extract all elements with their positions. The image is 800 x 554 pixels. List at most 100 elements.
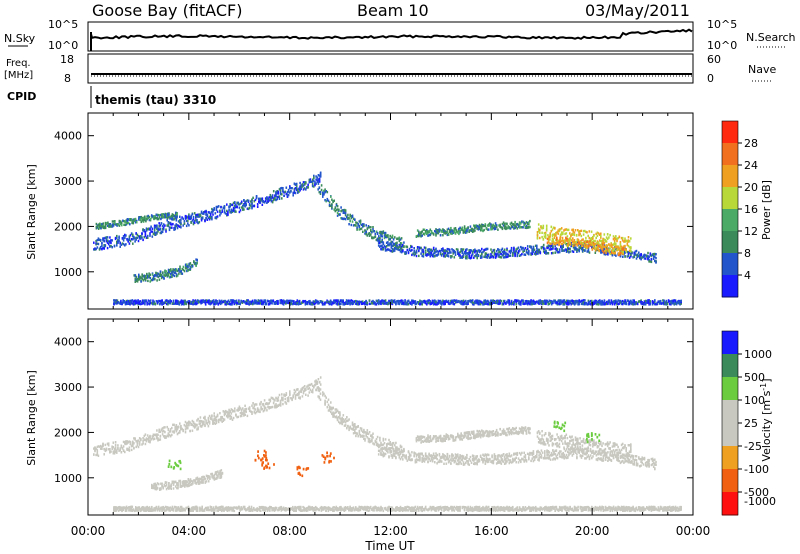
power-band-0-cell <box>308 178 311 182</box>
power-band-8-cell <box>182 302 184 306</box>
power-band-8-cell <box>622 299 624 303</box>
power-band-3-cell <box>649 260 652 263</box>
power-band-8-cell <box>300 302 302 305</box>
power-band-3-cell <box>474 251 476 254</box>
power-band-8-cell <box>311 302 313 305</box>
power-band-0-cell <box>277 195 280 198</box>
power-band-2-cell <box>351 215 354 218</box>
power-band-2-cell <box>375 230 378 233</box>
power-band-4-cell <box>487 228 490 231</box>
power-band-8-cell <box>444 300 446 303</box>
power-band-8-cell <box>377 299 380 302</box>
power-band-8-cell <box>414 300 417 303</box>
power-band-8-cell <box>603 301 606 305</box>
power-band-6-cell <box>589 240 591 243</box>
power-band-0-cell <box>236 201 238 204</box>
power-band-3-cell <box>400 251 403 254</box>
power-band-5-cell <box>602 241 604 245</box>
power-band-4-cell <box>429 233 432 236</box>
power-band-7-cell <box>176 269 179 273</box>
power-band-4-cell <box>439 228 442 232</box>
power-band-3-cell <box>536 252 538 255</box>
power-band-0-cell <box>252 196 254 199</box>
vel-band-0-cell <box>158 438 160 441</box>
power-band-3-cell <box>586 250 588 253</box>
power-band-3-cell <box>439 252 442 256</box>
power-band-0-cell <box>125 234 127 237</box>
power-band-5-cell <box>620 236 623 240</box>
power-band-0-cell <box>204 219 206 223</box>
power-band-0-cell <box>223 211 226 214</box>
power-band-1-cell <box>175 211 177 214</box>
power-band-8-cell <box>514 299 516 302</box>
power-band-4-cell <box>478 227 481 230</box>
vel-band-0-cell <box>94 446 96 449</box>
power-ylabel: Slant Range [km] <box>25 164 38 260</box>
power-band-6-cell <box>605 249 607 252</box>
power-band-4-cell <box>520 221 522 224</box>
power-band-8-cell <box>545 301 547 304</box>
power-band-8-cell <box>338 301 341 304</box>
power-band-8-cell <box>312 300 315 303</box>
power-band-8-cell <box>138 302 140 305</box>
power-band-3-cell <box>420 246 422 250</box>
vel-band-0-cell <box>173 423 175 426</box>
power-band-4-cell <box>529 225 531 229</box>
power-band-0-cell <box>145 229 148 232</box>
power-band-1-cell <box>125 219 128 222</box>
power-band-1-cell <box>118 219 121 223</box>
power-band-0-cell <box>255 197 258 200</box>
power-band-5-cell <box>580 229 583 232</box>
vel-band-0-cell <box>158 428 160 431</box>
power-band-1-cell <box>139 216 141 219</box>
power-band-0-cell <box>285 186 288 189</box>
power-band-6-cell <box>552 240 555 244</box>
power-band-2-cell <box>338 213 340 216</box>
power-band-8-cell <box>667 300 670 303</box>
power-band-3-cell <box>471 253 474 256</box>
power-band-8-cell <box>648 303 650 306</box>
power-band-5-cell <box>565 232 568 235</box>
power-band-7-cell <box>189 267 192 270</box>
power-band-0-cell <box>171 226 173 229</box>
power-band-3-cell <box>549 244 552 247</box>
power-band-5-cell <box>630 237 632 240</box>
power-band-0-cell <box>151 235 154 238</box>
power-band-2-cell <box>370 226 372 229</box>
power-band-3-cell <box>532 248 535 252</box>
vel-band-0-cell <box>122 440 125 444</box>
power-band-8-cell <box>146 303 148 306</box>
power-band-4-cell <box>525 224 528 228</box>
power-band-8-cell <box>153 300 155 303</box>
power-band-8-cell <box>451 301 453 304</box>
power-band-7-cell <box>174 271 177 274</box>
power-band-8-cell <box>524 302 527 305</box>
power-band-0-cell <box>129 239 132 243</box>
power-band-3-cell <box>643 254 646 258</box>
power-band-0-cell <box>146 234 149 238</box>
power-band-8-cell <box>516 299 519 302</box>
power-band-6-cell <box>581 241 583 245</box>
power-band-3-cell <box>452 249 454 252</box>
power-band-8-cell <box>173 302 176 305</box>
power-band-5-cell <box>586 231 588 234</box>
power-band-0-cell <box>283 194 285 197</box>
power-band-0-cell <box>236 205 238 208</box>
power-band-8-cell <box>211 301 214 304</box>
power-band-8-cell <box>233 299 236 303</box>
power-band-8-cell <box>272 299 275 302</box>
power-band-0-cell <box>179 215 181 218</box>
power-band-0-cell <box>120 243 123 246</box>
power-band-8-cell <box>246 299 248 302</box>
power-band-3-cell <box>633 251 635 254</box>
power-band-3-cell <box>562 245 564 249</box>
power-band-8-cell <box>360 302 363 306</box>
power-band-3-cell <box>430 248 433 251</box>
power-band-7-cell <box>168 270 171 273</box>
power-band-2-cell <box>362 230 364 233</box>
power-band-0-cell <box>200 211 203 214</box>
power-band-8-cell <box>550 300 553 304</box>
power-band-0-cell <box>209 215 212 218</box>
power-band-8-cell <box>491 299 493 302</box>
power-band-7-cell <box>167 270 170 274</box>
